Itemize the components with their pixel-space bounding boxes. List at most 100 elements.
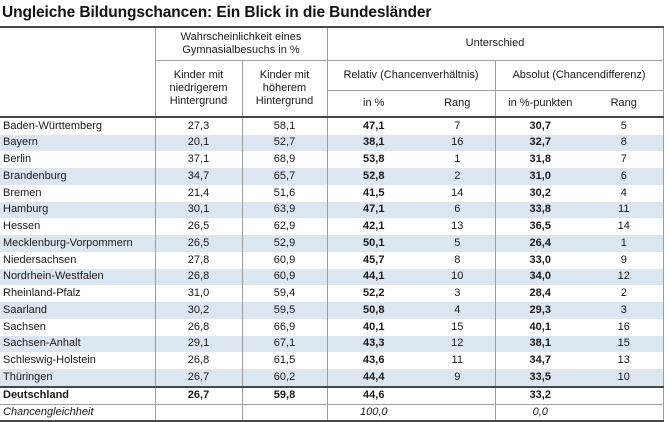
cell-low-background: 31,0 (154, 285, 242, 303)
cell-low-background: 26,8 (154, 268, 242, 286)
cell-absolute-pts: 34,0 (494, 268, 585, 286)
cell-relative-pct: 47,1 (326, 201, 420, 219)
cell-absolute-pts: 0,0 (494, 404, 585, 422)
cell-high-background: 60,9 (241, 251, 327, 269)
header-subgroup-row: Kinder mit niedrigerem Hintergrund Kinde… (0, 60, 664, 118)
cell-absolute-pts: 33,5 (494, 369, 585, 387)
equality-row: Chancengleichheit 100,0 0,0 (0, 404, 664, 422)
cell-absolute-rank: 5 (585, 116, 664, 135)
header-group-row: Wahrscheinlichkeit eines Gymnasialbesuch… (0, 26, 664, 118)
cell-state: Sachsen-Anhalt (0, 335, 155, 353)
cell-state: Schleswig-Holstein (3, 354, 96, 367)
cell-relative-pct: 43,6 (326, 352, 420, 370)
table-header: Wahrscheinlichkeit eines Gymnasialbesuch… (0, 26, 664, 118)
header-relative-rank: Rang (420, 90, 495, 118)
cell-low-background: 26,5 (154, 235, 242, 252)
cell-low-background: 30,1 (154, 201, 242, 219)
cell-relative-pct: 41,5 (326, 184, 420, 202)
header-difference-group: Unterschied (326, 26, 664, 61)
cell-absolute-pts: 30,2 (494, 184, 585, 202)
cell-relative-rank: 3 (454, 287, 461, 300)
cell-relative-rank: 4 (420, 302, 495, 319)
cell-absolute-pts: 40,1 (494, 318, 585, 336)
cell-high-background: 62,9 (241, 218, 327, 236)
cell-absolute-pts: 38,1 (494, 335, 585, 353)
cell-state: Hamburg (0, 201, 155, 219)
header-absolute-pts: in %-punkten (494, 90, 585, 118)
header-relative-pct: in % (326, 90, 420, 118)
cell-relative-pct: 50,8 (326, 302, 420, 319)
cell-relative-pct: 43,3 (326, 335, 420, 353)
cell-absolute-pts: 33,2 (494, 385, 585, 405)
cell-absolute-rank: 2 (585, 285, 664, 303)
header-high-background: Kinder mit höherem Hintergrund (241, 60, 327, 118)
cell-low-background: 27,8 (154, 251, 242, 269)
cell-state: Saarland (0, 302, 155, 319)
header-units-row: in % Rang in %-punkten Rang (0, 90, 664, 118)
cell-low-background: 37,1 (154, 151, 242, 169)
cell-high-background: 51,6 (241, 184, 327, 202)
header-absolute-group: Absolut (Chancendifferenz) (494, 60, 664, 91)
cell-relative-rank: 12 (420, 335, 495, 353)
cell-low-background: 20,1 (154, 134, 242, 152)
cell-absolute-pts: 29,3 (494, 302, 585, 319)
cell-state: Nordrhein-Westfalen (0, 268, 155, 286)
table-row: Brandenburg 34,7 65,7 52,8 2 31,0 6 (0, 168, 664, 185)
cell-high-background: 58,1 (241, 116, 327, 135)
cell-relative-rank: 14 (451, 186, 464, 199)
table-row: Saarland 30,2 59,5 50,8 4 29,3 3 (0, 302, 664, 319)
corner-cell (0, 26, 155, 118)
cell-relative-pct: 44,1 (326, 268, 420, 286)
cell-low-background: 30,2 (154, 302, 242, 319)
cell-high-background: 52,7 (241, 134, 327, 152)
cell-absolute-rank: 11 (585, 201, 664, 219)
cell-relative-pct: 44,4 (326, 369, 420, 387)
cell-relative-pct: 40,1 (326, 318, 420, 336)
cell-relative-pct: 52,2 (326, 285, 420, 303)
cell-relative-pct: 47,1 (326, 116, 420, 135)
cell-absolute-rank: 10 (585, 369, 664, 387)
cell-absolute-pts: 31,8 (494, 151, 585, 169)
cell-high-background: 66,9 (241, 318, 327, 336)
cell-relative-pct: 100,0 (326, 404, 420, 422)
cell-relative-rank: 9 (420, 369, 495, 387)
cell-absolute-pts: 36,5 (494, 218, 585, 236)
cell-high-background: 60,9 (241, 268, 327, 286)
cell-low-background (154, 404, 242, 422)
cell-relative-rank: 16 (420, 134, 495, 152)
cell-relative-pct: 42,1 (326, 218, 420, 236)
table-row: Mecklenburg-Vorpommern 26,5 52,9 50,1 5 26,4 1 (0, 235, 664, 252)
cell-absolute-pts: 33,0 (494, 251, 585, 269)
cell-absolute-rank: 8 (585, 134, 664, 152)
header-probability-group: Wahrscheinlichkeit eines Gymnasialbesuch… (154, 26, 327, 61)
cell-state: Sachsen (3, 320, 46, 333)
table-row: Nordrhein-Westfalen 26,8 60,9 44,1 10 34,0 12 (0, 268, 664, 286)
cell-state: Deutschland (0, 385, 155, 405)
cell-absolute-rank: 3 (585, 302, 664, 319)
cell-low-background: 26,7 (154, 385, 242, 405)
cell-relative-pct: 50,1 (326, 235, 420, 252)
cell-low-background: 26,8 (154, 352, 242, 370)
cell-low-background: 26,5 (154, 218, 242, 236)
cell-state: Thüringen (0, 369, 155, 387)
cell-high-background (241, 404, 327, 422)
cell-high-background: 68,9 (241, 151, 327, 169)
cell-high-background: 65,7 (241, 168, 327, 185)
cell-low-background: 27,3 (154, 116, 242, 135)
cell-state: Chancengleichheit (0, 404, 155, 422)
table-body: Baden-Württemberg 27,3 58,1 47,1 7 30,7 5 Bayer… (0, 116, 664, 422)
cell-state: Baden-Württemberg (3, 119, 103, 132)
table-row: Schleswig-Holstein 26,8 61,5 43,6 11 34,7 13 (0, 352, 664, 370)
cell-absolute-rank: 9 (585, 251, 664, 269)
cell-absolute-rank: 16 (585, 318, 664, 336)
cell-relative-rank (420, 385, 495, 405)
table-row: Rheinland-Pfalz 31,0 59,4 52,2 3 28,4 2 (0, 285, 664, 303)
cell-state: Brandenburg (0, 168, 155, 185)
cell-absolute-pts: 32,7 (494, 134, 585, 152)
table-row: Hessen 26,5 62,9 42,1 13 36,5 14 (0, 218, 664, 236)
cell-relative-pct: 52,8 (326, 168, 420, 185)
table-row: Baden-Württemberg 27,3 58,1 47,1 7 30,7 5 (0, 116, 664, 135)
table-row: Thüringen 26,7 60,2 44,4 9 33,5 10 (0, 369, 664, 387)
cell-absolute-rank: 4 (585, 184, 664, 202)
table-row: Hamburg 30,1 63,9 47,1 6 33,8 11 (0, 201, 664, 219)
